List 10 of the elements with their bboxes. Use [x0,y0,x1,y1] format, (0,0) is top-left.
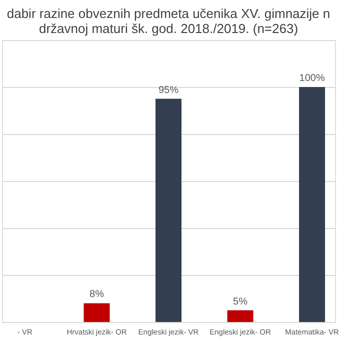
text: državnoj maturi šk. god. 2018./2019. (n=263) [38,21,298,36]
data-label: 5% [233,296,248,308]
bar [84,303,110,322]
bar [227,310,254,322]
bar [156,98,182,322]
bar [299,87,326,322]
data-label: 8% [90,289,104,300]
data-label: 95% [158,84,179,96]
text: dabir razine obveznih predmeta učenika XV. gimnazije n [6,6,330,21]
data-label: 100% [299,73,325,84]
